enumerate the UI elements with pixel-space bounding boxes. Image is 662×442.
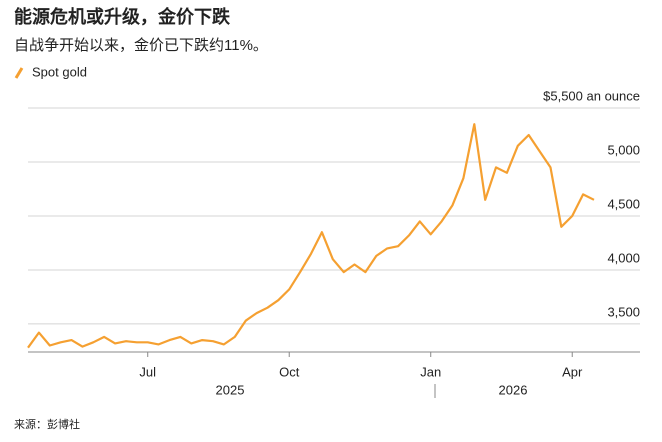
year-label: 2025 [216, 382, 245, 397]
year-label: 2026 [499, 382, 528, 397]
x-tick-label: Oct [279, 364, 300, 379]
chart-title: 能源危机或升级，金价下跌 [14, 6, 231, 27]
y-tick-label: 5,000 [607, 142, 640, 157]
source: 来源：彭博社 [14, 417, 80, 431]
legend-label: Spot gold [32, 64, 87, 79]
legend-swatch [14, 67, 24, 79]
x-tick-label: Apr [562, 364, 583, 379]
chart-subtitle: 自战争开始以来，金价已下跌约11%。 [14, 36, 268, 54]
y-tick-label: 4,500 [607, 196, 640, 211]
y-tick-label: 4,000 [607, 250, 640, 265]
x-tick-label: Jan [420, 364, 441, 379]
price-line [27, 123, 595, 349]
x-tick-label: Jul [139, 364, 156, 379]
y-tick-label: $5,500 an ounce [543, 88, 640, 103]
y-tick-label: 3,500 [607, 304, 640, 319]
